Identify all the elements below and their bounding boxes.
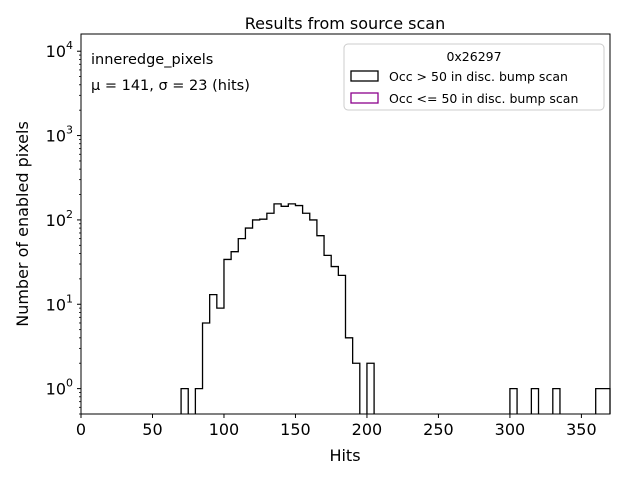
legend: 0x26297 Occ > 50 in disc. bump scan Occ … bbox=[343, 43, 605, 111]
y-tick-label: 101 bbox=[46, 292, 73, 314]
x-tick-label: 200 bbox=[352, 420, 383, 439]
legend-swatch-occ-low bbox=[350, 92, 379, 104]
legend-box bbox=[343, 43, 605, 111]
legend-title: 0x26297 bbox=[446, 49, 501, 64]
x-tick-label: 150 bbox=[280, 420, 311, 439]
legend-label-occ-low: Occ <= 50 in disc. bump scan bbox=[389, 91, 578, 106]
x-tick-label: 0 bbox=[76, 420, 86, 439]
x-tick-label: 250 bbox=[423, 420, 454, 439]
annotation-statistics: μ = 141, σ = 23 (hits) bbox=[91, 78, 250, 94]
chart-title: Results from source scan bbox=[245, 14, 445, 33]
y-tick-label: 104 bbox=[46, 39, 73, 61]
x-tick-label: 100 bbox=[209, 420, 240, 439]
x-axis: 0 50 100 150 200 250 300 350 bbox=[76, 414, 597, 439]
histogram-outline bbox=[180, 203, 611, 414]
x-tick-label: 300 bbox=[495, 420, 526, 439]
x-tick-label: 50 bbox=[142, 420, 162, 439]
y-axis-label: Number of enabled pixels bbox=[13, 121, 32, 327]
legend-label-occ-high: Occ > 50 in disc. bump scan bbox=[389, 69, 568, 84]
y-tick-label: 102 bbox=[46, 208, 73, 230]
annotation-dataset-name: inneredge_pixels bbox=[91, 52, 213, 68]
y-axis: 100 101 102 103 104 bbox=[46, 39, 81, 415]
x-axis-label: Hits bbox=[329, 446, 360, 465]
y-tick-label: 100 bbox=[46, 377, 73, 399]
y-tick-label: 103 bbox=[46, 124, 73, 146]
x-tick-label: 350 bbox=[566, 420, 597, 439]
legend-swatch-occ-high bbox=[350, 70, 379, 82]
